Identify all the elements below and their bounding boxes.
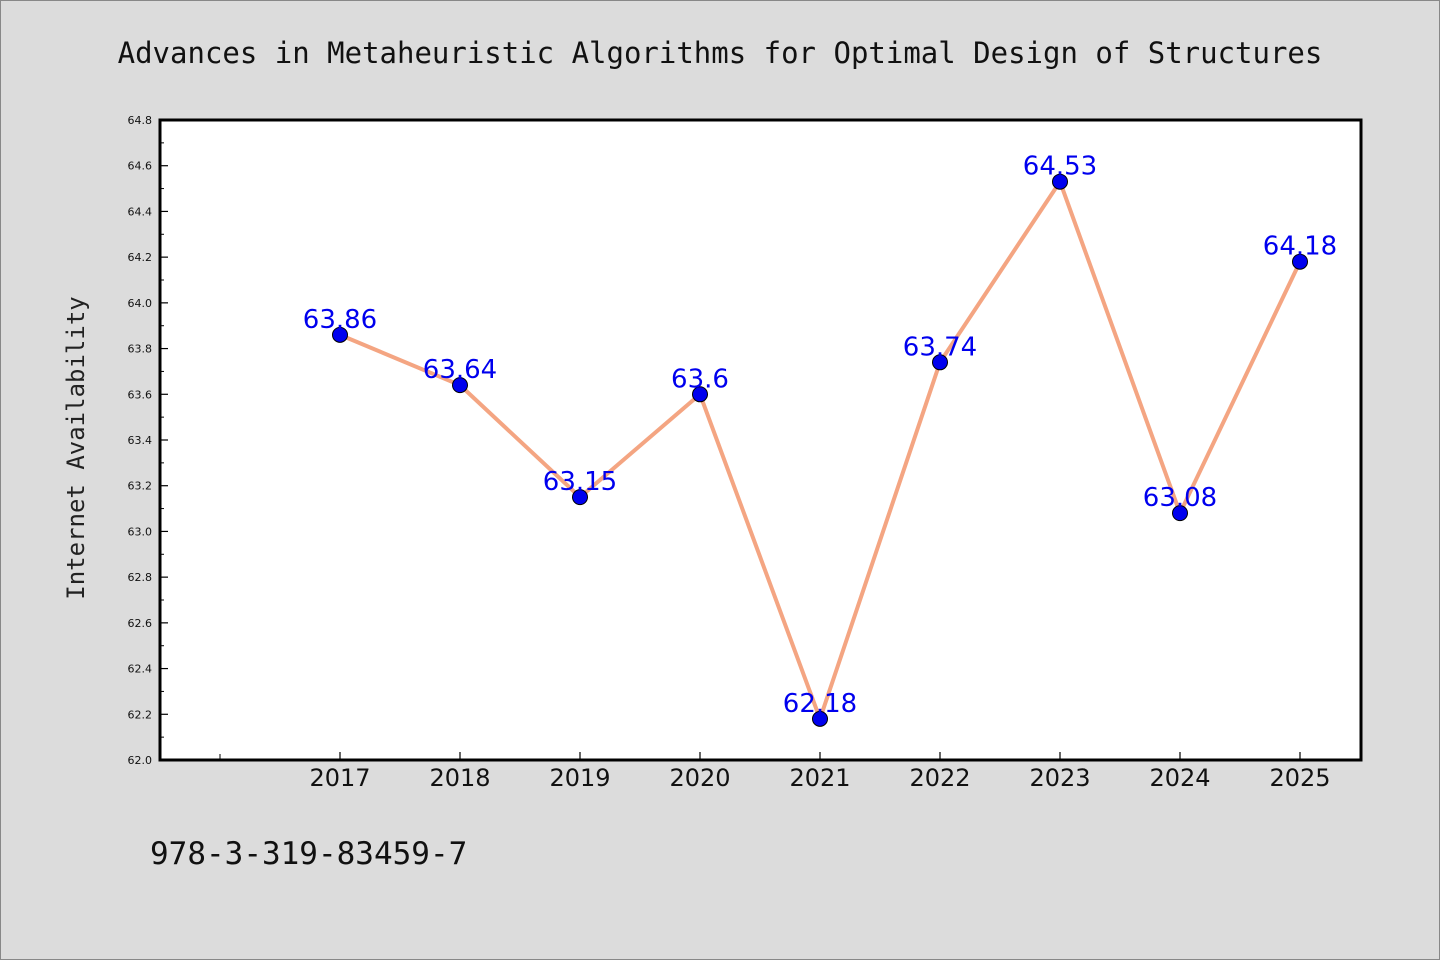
data-label: 63.86 xyxy=(303,305,377,335)
y-tick-label: 62.8 xyxy=(128,571,153,584)
data-label: 63.64 xyxy=(423,355,497,385)
x-tick-label: 2017 xyxy=(309,764,370,792)
data-label: 64.53 xyxy=(1023,152,1097,182)
data-point xyxy=(1172,505,1188,522)
series-line-group xyxy=(332,173,1308,727)
y-tick-label: 62.2 xyxy=(128,708,153,721)
data-label: 63.74 xyxy=(903,332,977,362)
x-tick-label: 2020 xyxy=(669,764,730,792)
data-point xyxy=(812,710,828,727)
x-tick-label: 2018 xyxy=(429,764,490,792)
x-tick-label: 2025 xyxy=(1269,764,1330,792)
x-tick-label: 2022 xyxy=(909,764,970,792)
y-tick-label: 63.2 xyxy=(128,480,153,493)
data-point xyxy=(692,386,708,403)
data-label: 64.18 xyxy=(1263,232,1337,262)
y-tick-label: 64.4 xyxy=(128,205,153,218)
y-tick-label: 63.6 xyxy=(128,388,153,401)
data-point xyxy=(572,489,588,506)
data-label: 63.15 xyxy=(543,467,617,497)
data-point xyxy=(932,354,948,371)
y-tick-label: 64.0 xyxy=(128,297,153,310)
y-tick-label: 62.0 xyxy=(128,754,153,767)
data-label: 63.6 xyxy=(671,364,729,394)
data-point xyxy=(332,326,348,343)
y-tick-label: 64.8 xyxy=(128,114,153,127)
x-tick-label: 2019 xyxy=(549,764,610,792)
y-tick-label: 62.4 xyxy=(128,663,153,676)
x-tick-label: 2023 xyxy=(1029,764,1090,792)
data-label: 63.08 xyxy=(1143,483,1217,513)
x-tick-label: 2024 xyxy=(1149,764,1210,792)
y-tick-label: 63.0 xyxy=(128,525,153,538)
y-axis-label: Internet Availability xyxy=(62,296,90,599)
chart-title: Advances in Metaheuristic Algorithms for… xyxy=(118,36,1323,70)
y-axis: 62.0 62.2 62.4 62.6 62.8 63.0 63.2 63.4 63.6 63.8… xyxy=(128,114,168,767)
data-point xyxy=(1292,253,1308,270)
y-tick-label: 64.6 xyxy=(128,160,153,173)
y-tick-label: 64.2 xyxy=(128,251,153,264)
y-tick-label: 62.6 xyxy=(128,617,153,630)
y-tick-label: 63.8 xyxy=(128,343,153,356)
data-point xyxy=(1052,173,1068,190)
plot-area xyxy=(160,120,1361,760)
isbn-text: 978-3-319-83459-7 xyxy=(150,836,467,872)
plot-frame xyxy=(158,118,1363,762)
data-labels: 63.86 63.64 63.15 63.6 62.18 63.74 64.53 63.08 6… xyxy=(303,152,1337,719)
x-axis: 2017 2018 2019 2020 2021 2022 2023 2024 2025 xyxy=(219,752,1331,792)
x-tick-label: 2021 xyxy=(789,764,850,792)
y-tick-label: 63.4 xyxy=(128,434,153,447)
data-point xyxy=(452,377,468,394)
data-label: 62.18 xyxy=(783,689,857,719)
